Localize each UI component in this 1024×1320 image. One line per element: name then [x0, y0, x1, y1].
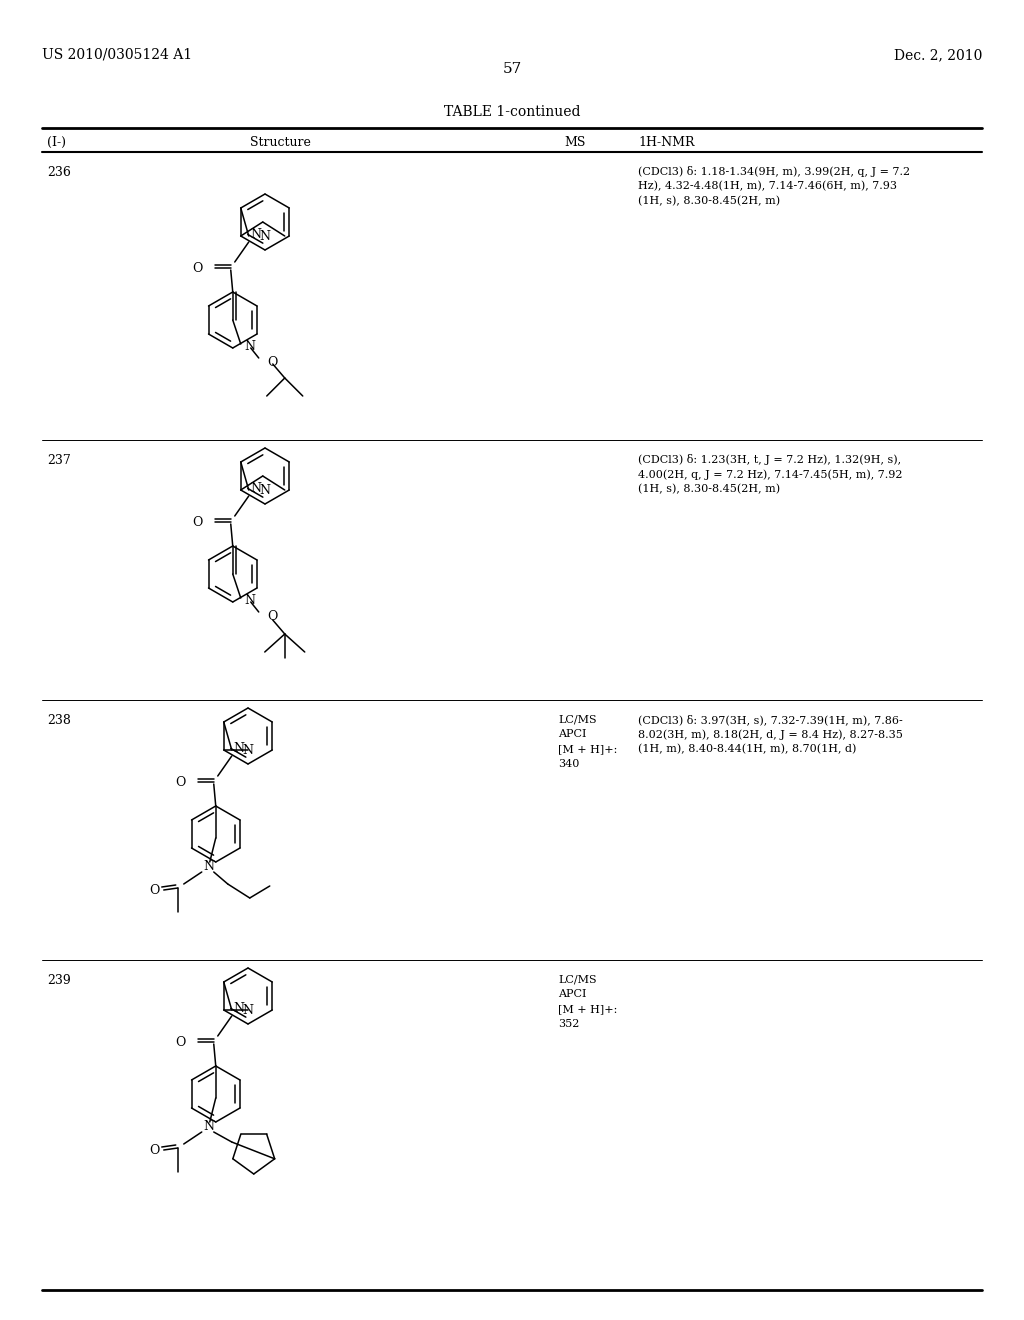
Text: O: O — [150, 1143, 160, 1156]
Text: Structure: Structure — [250, 136, 310, 149]
Text: (1H, m), 8.40-8.44(1H, m), 8.70(1H, d): (1H, m), 8.40-8.44(1H, m), 8.70(1H, d) — [638, 744, 856, 754]
Text: O: O — [193, 516, 203, 528]
Text: 1H-NMR: 1H-NMR — [638, 136, 694, 149]
Text: N: N — [204, 1119, 215, 1133]
Text: US 2010/0305124 A1: US 2010/0305124 A1 — [42, 48, 193, 62]
Text: MS: MS — [564, 136, 586, 149]
Text: (1H, s), 8.30-8.45(2H, m): (1H, s), 8.30-8.45(2H, m) — [638, 484, 780, 495]
Text: [M + H]+:: [M + H]+: — [558, 1005, 617, 1014]
Text: O: O — [266, 610, 278, 623]
Text: N: N — [259, 484, 270, 498]
Text: O: O — [175, 776, 185, 788]
Text: (I-): (I-) — [47, 136, 66, 149]
Text: 8.02(3H, m), 8.18(2H, d, J = 8.4 Hz), 8.27-8.35: 8.02(3H, m), 8.18(2H, d, J = 8.4 Hz), 8.… — [638, 729, 903, 739]
Text: O: O — [150, 883, 160, 896]
Text: N: N — [243, 1005, 254, 1016]
Text: 236: 236 — [47, 166, 71, 180]
Text: 352: 352 — [558, 1019, 580, 1030]
Text: O: O — [175, 1035, 185, 1048]
Text: LC/MS: LC/MS — [558, 974, 597, 983]
Text: 57: 57 — [503, 62, 521, 77]
Text: N: N — [245, 594, 256, 606]
Text: N: N — [233, 1002, 245, 1015]
Text: N: N — [251, 482, 262, 495]
Text: O: O — [266, 355, 278, 368]
Text: (CDCl3) δ: 3.97(3H, s), 7.32-7.39(1H, m), 7.86-: (CDCl3) δ: 3.97(3H, s), 7.32-7.39(1H, m)… — [638, 714, 903, 725]
Text: O: O — [193, 261, 203, 275]
Text: N: N — [245, 339, 256, 352]
Text: (1H, s), 8.30-8.45(2H, m): (1H, s), 8.30-8.45(2H, m) — [638, 195, 780, 206]
Text: LC/MS: LC/MS — [558, 714, 597, 723]
Text: Dec. 2, 2010: Dec. 2, 2010 — [894, 48, 982, 62]
Text: 238: 238 — [47, 714, 71, 727]
Text: (CDCl3) δ: 1.23(3H, t, J = 7.2 Hz), 1.32(9H, s),: (CDCl3) δ: 1.23(3H, t, J = 7.2 Hz), 1.32… — [638, 454, 901, 465]
Text: 4.00(2H, q, J = 7.2 Hz), 7.14-7.45(5H, m), 7.92: 4.00(2H, q, J = 7.2 Hz), 7.14-7.45(5H, m… — [638, 469, 902, 479]
Text: 237: 237 — [47, 454, 71, 467]
Text: TABLE 1-continued: TABLE 1-continued — [443, 106, 581, 119]
Text: N: N — [251, 227, 262, 240]
Text: N: N — [259, 230, 270, 243]
Text: [M + H]+:: [M + H]+: — [558, 744, 617, 754]
Text: N: N — [204, 859, 215, 873]
Text: APCI: APCI — [558, 729, 587, 739]
Text: APCI: APCI — [558, 989, 587, 999]
Text: Hz), 4.32-4.48(1H, m), 7.14-7.46(6H, m), 7.93: Hz), 4.32-4.48(1H, m), 7.14-7.46(6H, m),… — [638, 181, 897, 191]
Text: N: N — [233, 742, 245, 755]
Text: 340: 340 — [558, 759, 580, 770]
Text: 239: 239 — [47, 974, 71, 987]
Text: (CDCl3) δ: 1.18-1.34(9H, m), 3.99(2H, q, J = 7.2: (CDCl3) δ: 1.18-1.34(9H, m), 3.99(2H, q,… — [638, 166, 910, 177]
Text: N: N — [243, 744, 254, 756]
